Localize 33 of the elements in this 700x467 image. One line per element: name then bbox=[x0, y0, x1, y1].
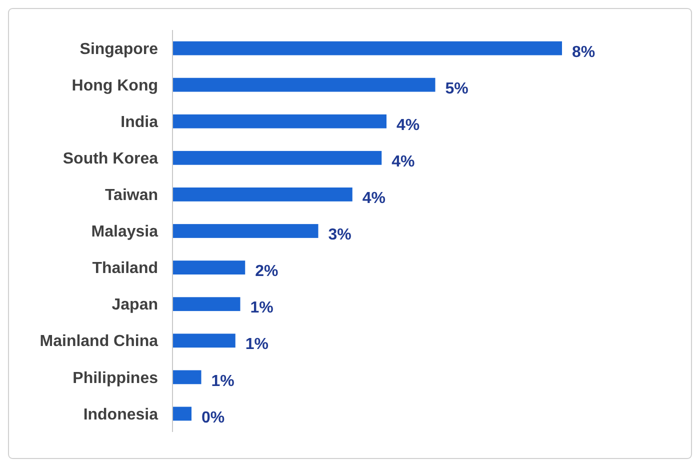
y-tick-label: India bbox=[120, 114, 158, 131]
y-tick-label: South Korea bbox=[62, 150, 158, 168]
y-tick-label: Taiwan bbox=[104, 187, 158, 204]
bar bbox=[172, 78, 436, 92]
data-label: 4% bbox=[362, 190, 386, 208]
y-tick-label: Japan bbox=[112, 296, 158, 314]
bar bbox=[172, 224, 318, 238]
data-label: 3% bbox=[328, 226, 352, 244]
bar bbox=[172, 334, 236, 348]
bar bbox=[172, 114, 386, 128]
data-label: 2% bbox=[255, 263, 278, 280]
bar bbox=[172, 297, 240, 312]
y-tick-label: Philippines bbox=[72, 370, 158, 387]
y-tick-label: Thailand bbox=[92, 260, 158, 278]
bar bbox=[172, 406, 192, 421]
data-label: 5% bbox=[445, 80, 468, 98]
bar bbox=[172, 188, 352, 202]
y-tick-label: Indonesia bbox=[83, 406, 158, 424]
bar bbox=[172, 370, 202, 384]
data-label: 1% bbox=[245, 336, 268, 354]
data-label: 4% bbox=[392, 154, 415, 171]
data-label: 4% bbox=[396, 116, 420, 134]
data-label: 8% bbox=[572, 44, 596, 61]
bar bbox=[172, 260, 246, 274]
data-label: 1% bbox=[211, 372, 234, 390]
data-label: 0% bbox=[202, 409, 225, 426]
y-tick-label: Malaysia bbox=[91, 224, 158, 241]
y-tick-label: Hong Kong bbox=[72, 77, 158, 94]
y-tick-label: Singapore bbox=[80, 40, 158, 58]
data-label: 1% bbox=[250, 300, 274, 317]
y-tick-label: Mainland China bbox=[40, 333, 158, 350]
bar bbox=[172, 150, 382, 165]
bar bbox=[172, 41, 562, 56]
